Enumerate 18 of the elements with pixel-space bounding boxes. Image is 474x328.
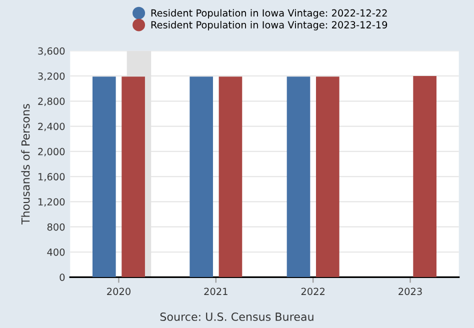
y-tick-label: 2,000 <box>38 148 65 156</box>
x-tick-label: 2023 <box>398 288 422 296</box>
y-tick-label: 3,200 <box>38 72 65 81</box>
y-tick-label: 2,800 <box>38 98 65 106</box>
y-axis-title: Thousands of Persons <box>21 104 30 225</box>
y-tick-label: 3,600 <box>38 47 65 56</box>
y-tick-label: 1,200 <box>38 198 65 207</box>
y-tick-label: 0 <box>60 274 65 281</box>
x-tick-label: 2021 <box>204 288 228 296</box>
x-tick-label: 2022 <box>301 288 324 296</box>
y-tick-label: 400 <box>47 248 65 256</box>
y-tick-label: 2,400 <box>38 122 65 132</box>
legend-label: Resident Population in Iowa Vintage: 2022-12-22 <box>151 9 387 19</box>
x-tick-label: 2020 <box>107 288 130 296</box>
y-tick-label: 1,600 <box>38 173 65 182</box>
y-tick-label: 800 <box>47 223 65 231</box>
source-note: Source: U.S. Census Bureau <box>160 312 314 321</box>
legend-label: Resident Population in Iowa Vintage: 2023-12-19 <box>151 20 388 30</box>
